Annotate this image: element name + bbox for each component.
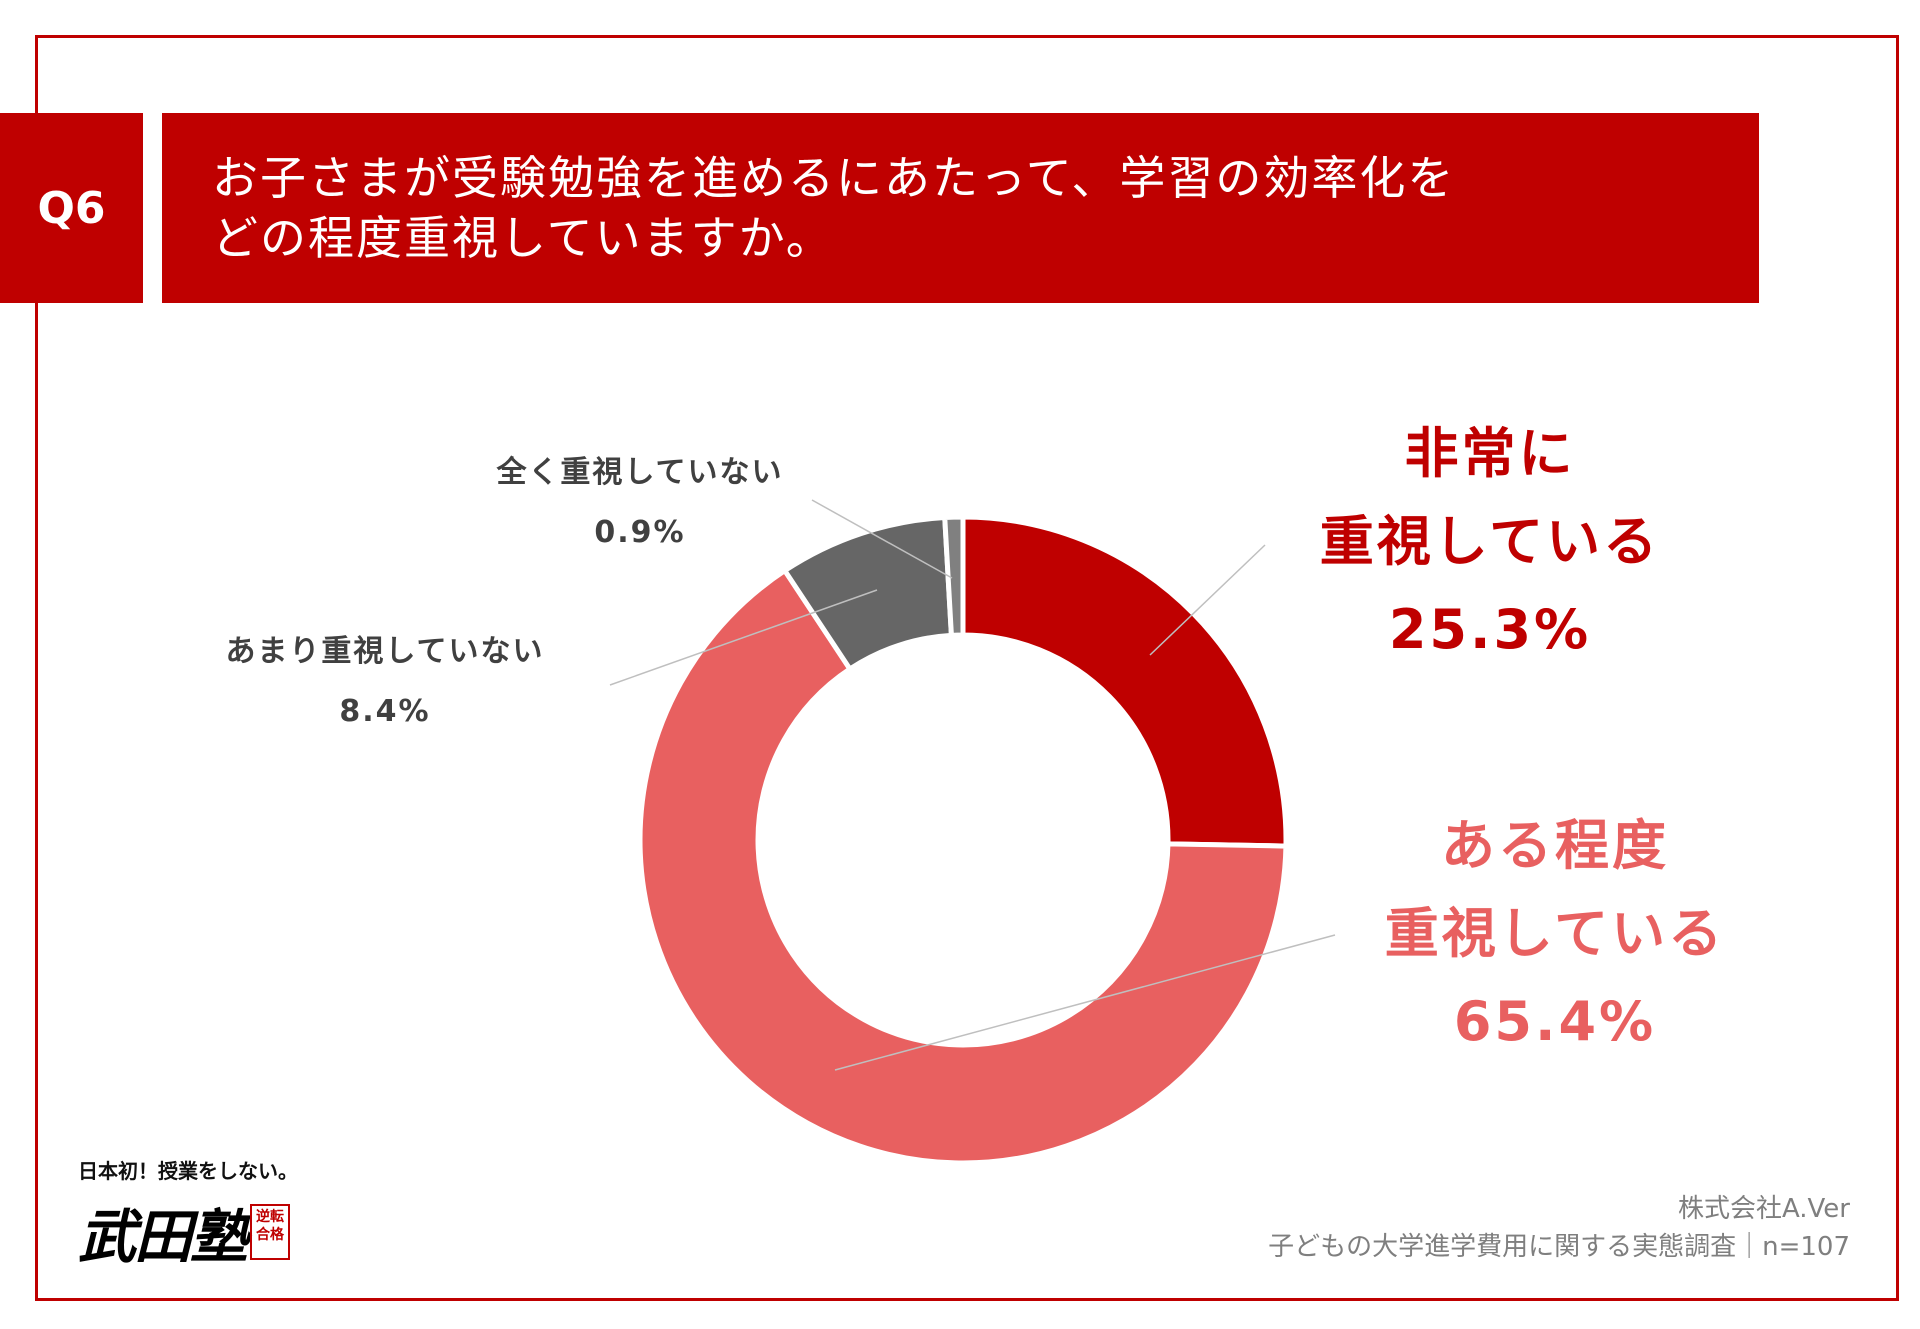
- logo-name: 武田塾: [78, 1203, 248, 1271]
- leader-line-none: [811, 499, 953, 579]
- leader-lines: [609, 499, 1336, 1071]
- slide-frame: [35, 35, 1899, 1301]
- label-very-line2: 重視している: [1319, 510, 1661, 573]
- label-very-important: 非常に 重視している 25.3%: [1300, 410, 1680, 674]
- label-none-pct: 0.9%: [594, 515, 686, 550]
- question-number-badge: Q6: [0, 113, 143, 303]
- question-text-line2: どの程度重視していますか。: [212, 211, 834, 265]
- question-banner: お子さまが受験勉強を進めるにあたって、学習の効率化を どの程度重視していますか。: [162, 113, 1759, 303]
- label-some-line1: ある程度: [1441, 814, 1669, 877]
- label-little-line1: あまり重視していない: [225, 634, 545, 669]
- donut-slice-1: [637, 567, 1289, 1166]
- label-little-pct: 8.4%: [339, 694, 431, 729]
- logo-stamp: 逆転合格: [250, 1204, 291, 1260]
- label-some-line2: 重視している: [1384, 902, 1726, 965]
- logo-tagline: 日本初！授業をしない。: [78, 1159, 298, 1183]
- donut-slices: [637, 514, 1289, 1166]
- donut-slice-0: [960, 514, 1289, 849]
- label-not-important-at-all: 全く重視していない 0.9%: [470, 443, 810, 563]
- label-very-pct: 25.3%: [1388, 598, 1592, 661]
- logo: 日本初！授業をしない。 武田塾 逆転合格: [78, 1155, 328, 1275]
- leader-line-very: [1149, 544, 1266, 656]
- label-somewhat-important: ある程度 重視している 65.4%: [1365, 802, 1745, 1066]
- source-survey: 子どもの大学進学費用に関する実態調査｜n=107: [1268, 1232, 1850, 1262]
- leader-line-little: [609, 589, 878, 686]
- question-text-line1: お子さまが受験勉強を進めるにあたって、学習の効率化を: [212, 151, 1456, 205]
- leader-line-some: [834, 934, 1336, 1071]
- label-none-line1: 全く重視していない: [496, 455, 784, 490]
- donut-slice-3: [942, 514, 966, 638]
- source-note: 株式会社A.Ver 子どもの大学進学費用に関する実態調査｜n=107: [1268, 1190, 1850, 1266]
- label-very-line1: 非常に: [1404, 422, 1576, 485]
- label-some-pct: 65.4%: [1453, 990, 1657, 1053]
- source-company: 株式会社A.Ver: [1677, 1194, 1850, 1224]
- label-not-very-important: あまり重視していない 8.4%: [200, 622, 570, 742]
- logo-mark: 武田塾 逆転合格: [78, 1190, 328, 1274]
